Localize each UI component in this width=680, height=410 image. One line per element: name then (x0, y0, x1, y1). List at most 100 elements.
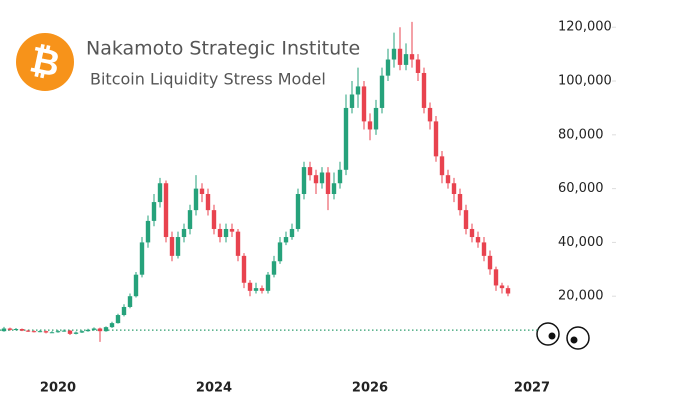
candle-body (391, 48, 397, 60)
candle-body (1, 328, 7, 332)
candle-body (409, 54, 415, 60)
candle-body (151, 202, 157, 221)
candle-body (61, 330, 67, 332)
candle-body (181, 228, 187, 238)
candle-body (55, 331, 61, 333)
candle-body (175, 237, 181, 256)
candle-body (211, 210, 217, 229)
candle-body (379, 75, 385, 108)
candle-body (25, 330, 31, 332)
candle-body (313, 175, 319, 184)
candle-body (109, 323, 115, 328)
candle-body (289, 228, 295, 238)
candle-body (13, 329, 19, 331)
candle-body (157, 183, 163, 203)
candle-body (265, 274, 271, 291)
candle-body (217, 228, 223, 238)
candle-body (253, 288, 259, 291)
candle-body (133, 274, 139, 297)
candle-body (169, 237, 175, 256)
y-tick-label: 20,000 (558, 289, 604, 304)
candle-body (79, 331, 85, 333)
candle-body (49, 332, 55, 334)
candle-body (235, 231, 241, 256)
candle-body (349, 94, 355, 108)
candle-body (229, 228, 235, 232)
candle-body (475, 237, 481, 243)
x-tick-label: 2027 (514, 381, 550, 396)
candle-body (487, 255, 493, 270)
candle-body (457, 194, 463, 211)
x-tick-label: 2026 (352, 381, 388, 396)
candle-body (163, 183, 169, 238)
candle-body (319, 172, 325, 184)
candle-body (481, 242, 487, 256)
candle-body (493, 269, 499, 286)
candle-body (205, 194, 211, 211)
candle-body (193, 188, 199, 211)
candle-body (43, 331, 49, 333)
candle-body (295, 194, 301, 229)
candle-body (301, 167, 307, 195)
y-tick-label: 100,000 (558, 74, 612, 89)
candle-body (367, 121, 373, 130)
candle-body (85, 329, 91, 332)
candle-body (19, 329, 25, 331)
candle-body (121, 306, 127, 316)
candle-body (283, 237, 289, 243)
candle-body (271, 261, 277, 275)
candle-body (373, 107, 379, 130)
candle-body (403, 54, 409, 65)
logo-circle (16, 33, 74, 91)
y-tick-label: 80,000 (558, 127, 604, 142)
candle-body (463, 210, 469, 229)
candle-body (103, 327, 109, 332)
candle-body (355, 86, 361, 95)
candle-body (67, 330, 73, 334)
candle-body (7, 328, 13, 330)
y-tick-label: 40,000 (558, 235, 604, 250)
eyes (536, 322, 590, 350)
candle-body (97, 328, 103, 332)
candle-body (277, 242, 283, 262)
candle-body (91, 328, 97, 330)
candle-body (427, 107, 433, 122)
candle-body (127, 296, 133, 307)
candle-body (73, 332, 79, 334)
candle-body (247, 282, 253, 291)
chart-subtitle: Bitcoin Liquidity Stress Model (90, 70, 326, 89)
candle-body (259, 288, 265, 291)
x-tick-label: 2024 (196, 381, 232, 396)
candle-body (199, 188, 205, 195)
candle-body (337, 169, 343, 184)
candle-body (385, 59, 391, 76)
candle-body (37, 331, 43, 333)
x-tick-label: 2020 (40, 381, 76, 396)
candle-body (139, 242, 145, 275)
candle-body (397, 48, 403, 65)
candle-body (115, 315, 121, 324)
candle-body (499, 285, 505, 289)
candle-body (241, 255, 247, 283)
candle-body (325, 172, 331, 195)
candle-body (439, 156, 445, 176)
candle-body (505, 288, 511, 294)
chart-title: Nakamoto Strategic Institute (86, 38, 360, 60)
candle-body (31, 331, 37, 333)
y-tick-label: 60,000 (558, 181, 604, 196)
candle-body (343, 107, 349, 170)
candle-body (433, 121, 439, 157)
candle-body (223, 228, 229, 238)
candle-body (445, 175, 451, 184)
candle-body (307, 167, 313, 176)
candle-body (421, 72, 427, 108)
y-tick-label: 120,000 (558, 20, 612, 35)
candle-body (187, 210, 193, 229)
candle-body (331, 183, 337, 195)
candle-body (361, 86, 367, 122)
candle-body (451, 183, 457, 195)
candle-body (415, 59, 421, 73)
candle-body (145, 220, 151, 243)
